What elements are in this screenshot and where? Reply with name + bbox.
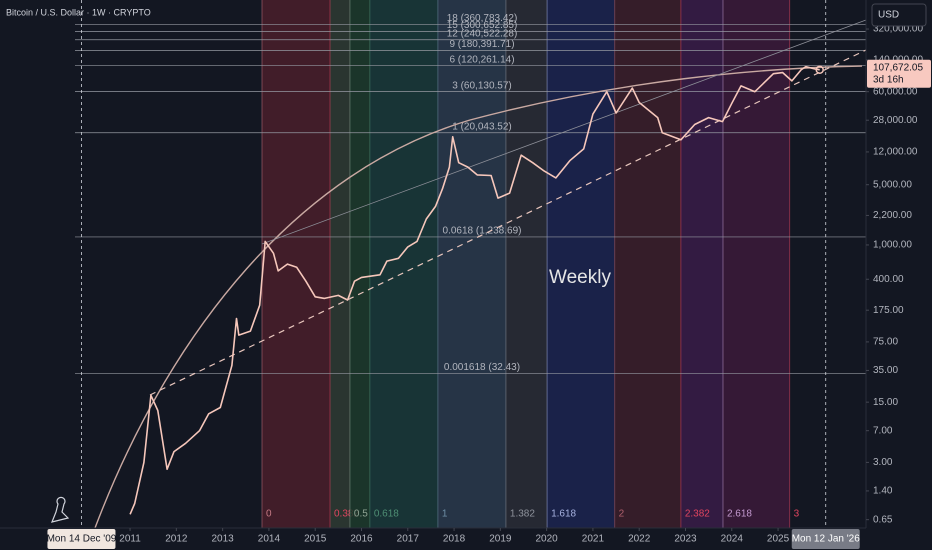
y-tick-label: 15.00 (873, 397, 898, 408)
currency-button[interactable] (871, 3, 927, 27)
price-line (129, 65, 820, 515)
time-zone-band (369, 0, 438, 528)
time-zone-band (437, 0, 506, 528)
y-tick-label: 28,000.00 (873, 115, 918, 126)
trendline (261, 19, 867, 245)
last-price-box (867, 59, 931, 88)
y-tick-label: 35.00 (873, 365, 898, 376)
marker-label: Mon 12 Jan '26 (792, 534, 861, 545)
x-tick-label: 2013 (212, 534, 235, 545)
y-tick-label: 1.40 (873, 486, 893, 497)
y-tick-label: 1,000.00 (873, 240, 912, 251)
time-zone-band (680, 0, 723, 528)
time-zone-label: 1.618 (551, 509, 576, 520)
y-tick-label: 7.00 (873, 425, 893, 436)
time-zone-band (505, 0, 548, 528)
y-tick-label: 320,000.00 (873, 24, 923, 35)
time-axis (0, 528, 866, 550)
y-tick-label: 2,200.00 (873, 210, 912, 221)
x-tick-label: 2019 (489, 534, 512, 545)
annotation: Weekly (549, 267, 611, 288)
x-tick-label: 2011 (119, 534, 141, 545)
y-tick-label: 0.65 (873, 514, 893, 525)
chart-title: Bitcoin / U.S. Dollar · 1W · CRYPTO (6, 7, 151, 17)
y-tick-label: 400.00 (873, 274, 904, 285)
y-tick-label: 60,000.00 (873, 86, 918, 97)
time-zone-band (349, 0, 370, 528)
fib-level-label: 0.0618 (1,238.69) (443, 226, 522, 237)
fib-level-label: 18 (360,783.42) (447, 13, 518, 24)
last-point (815, 65, 824, 75)
time-zone-band (261, 0, 331, 528)
x-tick-label: 2018 (443, 534, 466, 545)
marker-label-box (791, 529, 860, 549)
logo (51, 496, 70, 523)
fib-level-label: 0.001618 (32.43) (444, 362, 520, 373)
marker-label: Mon 14 Dec '09 (47, 534, 117, 545)
trend-drawings (94, 19, 867, 529)
y-tick-label: 3.00 (873, 457, 893, 468)
time-zone-label: 0.618 (374, 509, 399, 520)
marker-label-box (47, 529, 116, 549)
fib-level-label: 15 (300,652.85) (447, 20, 518, 31)
x-tick-label: 2012 (165, 534, 188, 545)
time-zone-label: 2.618 (727, 509, 752, 520)
x-tick-label: 2023 (674, 534, 697, 545)
x-tick-label: 2020 (536, 534, 559, 545)
time-zone-label: 1.382 (510, 509, 535, 520)
time-zone-label: 2.382 (685, 509, 710, 520)
fib-level-label: 1 (20,043.52) (452, 121, 512, 132)
countdown-label: 3d 16h (873, 74, 904, 85)
time-zone-band (547, 0, 615, 528)
time-zone-band (614, 0, 681, 528)
price-axis (866, 0, 932, 550)
fib-level-label: 9 (180,391.71) (449, 39, 514, 50)
x-tick-label: 2025 (767, 534, 790, 545)
x-tick-label: 2022 (628, 534, 651, 545)
x-tick-label: 2024 (721, 534, 744, 545)
y-tick-label: 175.00 (873, 305, 904, 316)
y-tick-label: 5,000.00 (873, 179, 912, 190)
time-zone-label: 0.382 (334, 509, 359, 520)
y-tick-label: 12,000.00 (873, 147, 918, 158)
time-zone-label: 0 (266, 509, 272, 520)
x-tick-label: 2017 (397, 534, 420, 545)
time-zone-label: 0.5 (354, 509, 368, 520)
currency[interactable]: USD (878, 10, 899, 21)
fib-level-label: 3 (60,130.57) (452, 80, 512, 91)
x-tick-label: 2021 (582, 534, 605, 545)
time-zone-label: 3 (794, 509, 800, 520)
time-zone-band (722, 0, 790, 528)
y-tick-label: 75.00 (873, 337, 898, 348)
time-zone-label: 1 (442, 509, 448, 520)
support-trendline (149, 49, 867, 396)
x-tick-label: 2016 (350, 534, 373, 545)
x-tick-label: 2015 (304, 534, 327, 545)
time-zone-band (330, 0, 350, 528)
x-tick-label: 2014 (258, 534, 281, 545)
fib-level-label: 12 (240,522.28) (447, 28, 518, 39)
last-price-label: 107,672.05 (873, 62, 923, 73)
fib-level-label: 6 (120,261.14) (449, 54, 514, 65)
time-zone-label: 2 (619, 509, 625, 520)
fib-curve (94, 65, 863, 529)
